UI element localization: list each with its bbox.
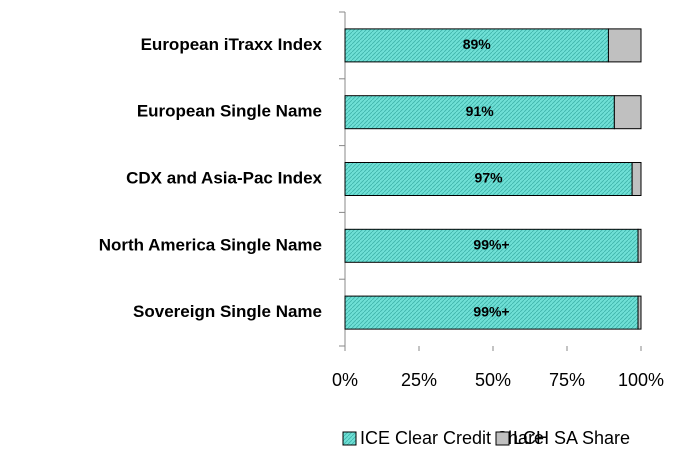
- data-label: 91%: [466, 103, 495, 119]
- bar-segment: [344, 162, 633, 196]
- data-label: 97%: [475, 170, 504, 186]
- x-tick-label: 75%: [549, 370, 585, 390]
- bar-segment: [637, 295, 642, 330]
- bar-segment: [631, 162, 642, 196]
- category-label: European Single Name: [137, 102, 322, 121]
- legend-label: LCH SA Share: [513, 428, 630, 448]
- bar-segment: [344, 28, 609, 63]
- data-label: 99%+: [473, 237, 509, 253]
- bar-segment: [637, 228, 642, 263]
- bar-segment: [344, 295, 639, 330]
- bar-segment: [344, 95, 615, 130]
- bar-segment: [613, 95, 642, 130]
- category-label: CDX and Asia-Pac Index: [126, 168, 322, 187]
- data-label: 99%+: [473, 303, 509, 319]
- category-label: North America Single Name: [99, 235, 322, 254]
- category-label: Sovereign Single Name: [133, 302, 322, 321]
- bar-segment: [607, 28, 642, 63]
- legend-swatch: [342, 431, 357, 446]
- x-tick-label: 0%: [332, 370, 358, 390]
- bar-segment: [344, 228, 639, 263]
- x-tick-label: 25%: [401, 370, 437, 390]
- x-tick-label: 100%: [618, 370, 664, 390]
- data-label: 89%: [463, 36, 492, 52]
- category-label: European iTraxx Index: [141, 35, 323, 54]
- x-tick-label: 50%: [475, 370, 511, 390]
- legend-swatch: [495, 431, 510, 446]
